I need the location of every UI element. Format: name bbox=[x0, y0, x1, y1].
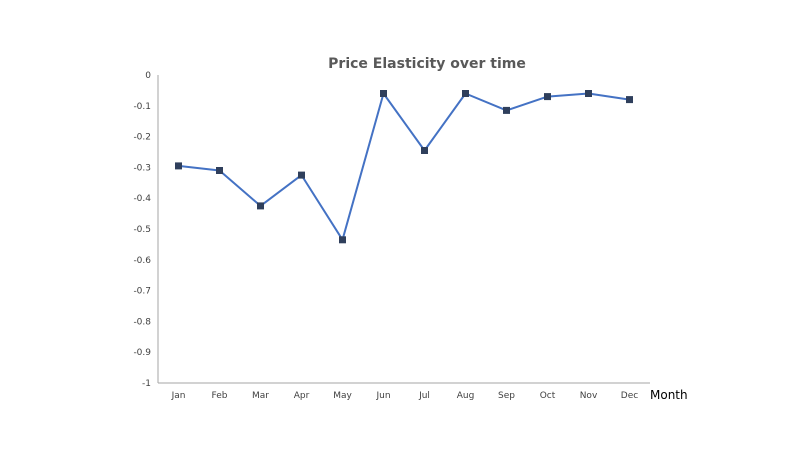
y-tick-label: -0.5 bbox=[133, 225, 151, 235]
y-tick-label: 0 bbox=[145, 71, 151, 81]
y-axis-ticks: 0 -0.1 -0.2 -0.3 -0.4 -0.5 -0.6 -0.7 -0.8 -0.9 -1 bbox=[133, 71, 151, 389]
y-tick-label: -0.4 bbox=[133, 194, 151, 204]
x-tick-label: May bbox=[333, 391, 352, 401]
data-point-marker bbox=[298, 171, 305, 179]
data-point-marker bbox=[462, 90, 469, 97]
data-point-marker bbox=[339, 236, 346, 244]
data-point-marker bbox=[585, 90, 592, 97]
x-tick-label: Oct bbox=[540, 391, 556, 401]
x-tick-label: Jan bbox=[171, 391, 186, 401]
y-tick-label: -0.1 bbox=[133, 102, 151, 112]
y-tick-label: -0.3 bbox=[133, 163, 151, 173]
x-tick-label: Nov bbox=[580, 391, 598, 401]
chart-title: Price Elasticity over time bbox=[328, 56, 526, 72]
series-layer bbox=[175, 90, 633, 244]
y-tick-label: -0.6 bbox=[133, 256, 151, 266]
x-tick-label: Aug bbox=[457, 391, 475, 401]
y-tick-label: -1 bbox=[142, 379, 151, 389]
x-tick-label: Sep bbox=[498, 391, 515, 401]
x-tick-label: Jul bbox=[418, 391, 430, 401]
data-point-marker bbox=[380, 90, 387, 97]
x-tick-label: Dec bbox=[621, 391, 638, 401]
x-tick-label: Feb bbox=[212, 391, 228, 401]
data-point-marker bbox=[421, 147, 428, 154]
y-tick-label: -0.7 bbox=[133, 287, 151, 297]
x-axis-ticks: Jan Feb Mar Apr May Jun Jul Aug Sep Oct Nov Dec bbox=[171, 391, 639, 401]
y-tick-label: -0.8 bbox=[133, 317, 151, 327]
series-line bbox=[178, 92, 630, 241]
data-point-marker bbox=[503, 106, 510, 114]
y-tick-label: -0.2 bbox=[133, 133, 151, 143]
data-point-marker bbox=[175, 162, 182, 170]
data-point-marker bbox=[544, 93, 551, 101]
data-point-marker bbox=[216, 167, 223, 174]
x-tick-label: Jun bbox=[375, 391, 390, 401]
data-point-marker bbox=[626, 96, 633, 104]
data-point-marker bbox=[257, 202, 264, 210]
y-tick-label: -0.9 bbox=[133, 348, 151, 358]
x-axis-label: Month bbox=[650, 388, 688, 402]
x-tick-label: Apr bbox=[294, 391, 310, 401]
x-tick-label: Mar bbox=[252, 391, 269, 401]
